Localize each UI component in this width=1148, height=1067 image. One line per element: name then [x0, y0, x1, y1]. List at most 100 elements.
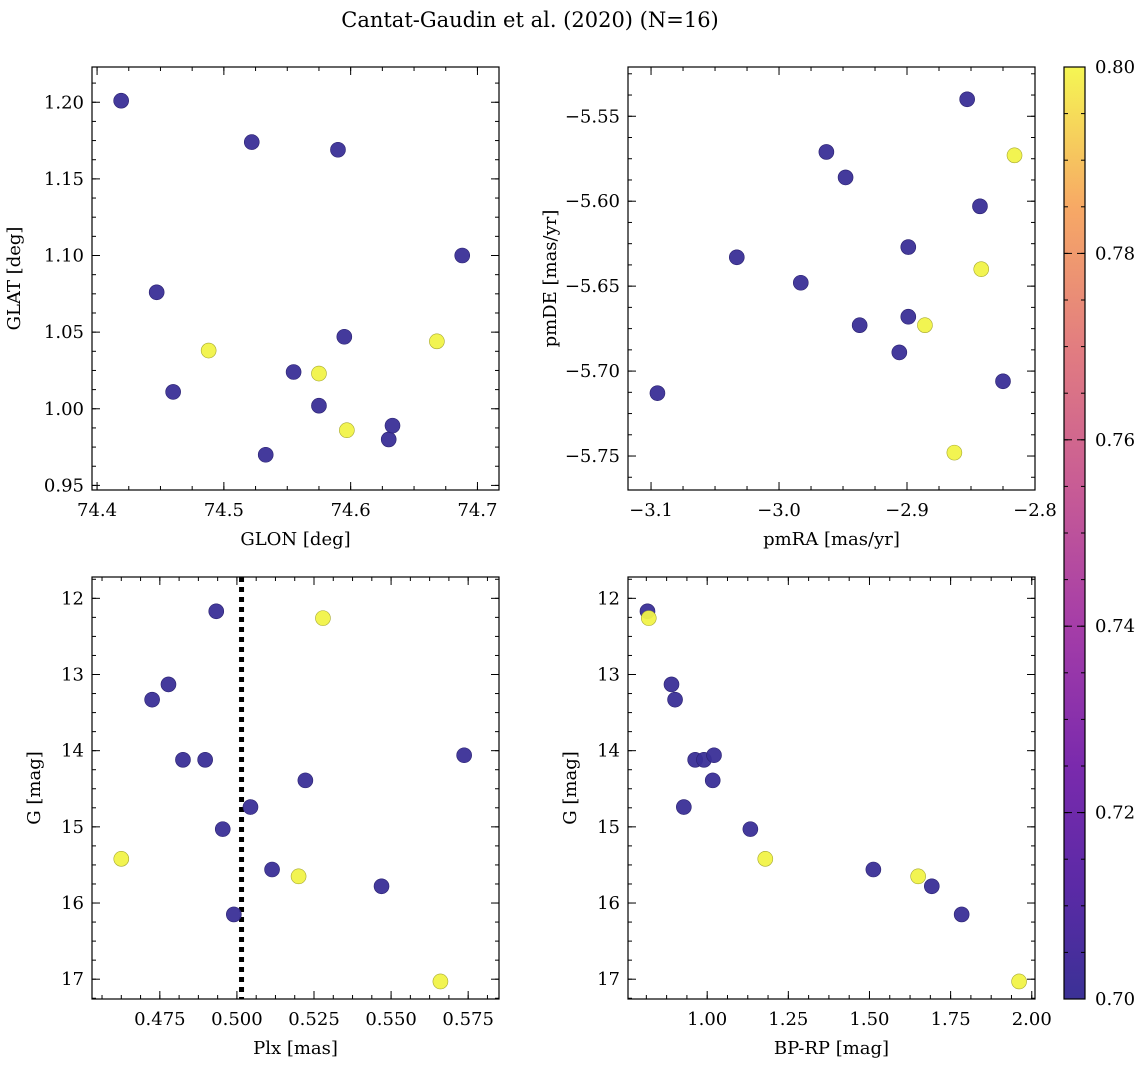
data-point — [910, 868, 926, 885]
data-point — [290, 868, 307, 885]
y-tick-label: 14 — [597, 741, 620, 762]
data-point — [243, 134, 260, 150]
data-point — [214, 821, 231, 837]
data-point — [200, 342, 217, 359]
data-point — [851, 317, 868, 334]
data-point — [226, 906, 242, 923]
data-point — [113, 92, 129, 109]
data-point — [1011, 973, 1027, 990]
data-point — [456, 747, 472, 764]
data-point — [113, 851, 130, 867]
y-tick-label: 1.00 — [44, 399, 84, 420]
data-point — [917, 317, 933, 334]
y-tick-label: 15 — [597, 817, 620, 838]
y-tick-label: −5.55 — [565, 106, 620, 127]
y-tick-label: 1.15 — [44, 169, 84, 190]
y-tick-label: 13 — [597, 665, 620, 686]
x-tick-label: −3.1 — [629, 500, 673, 521]
data-point — [742, 821, 759, 837]
y-tick-label: 17 — [61, 969, 84, 990]
x-tick-label: 74.7 — [457, 500, 497, 521]
y-tick-label: 13 — [61, 665, 84, 686]
data-point — [900, 308, 917, 325]
panel-cmd: 1.00 1.25 1.50 1.75 2.00 12 13 14 15 16 17 BP-RP [m… — [560, 576, 1052, 1059]
y-tick-label: 1.05 — [44, 322, 84, 343]
data-point — [429, 333, 445, 350]
data-point — [197, 752, 213, 768]
x-tick-label: 0.575 — [442, 1009, 494, 1030]
y-tick-label: 15 — [61, 817, 84, 838]
x-tick-label: 74.4 — [77, 500, 117, 521]
data-point — [676, 799, 692, 815]
x-tick-label: 0.500 — [211, 1009, 263, 1030]
colorbar-tick-label: 0.72 — [1095, 803, 1135, 824]
y-tick-label: −5.70 — [565, 361, 620, 382]
y-tick-label: 1.10 — [44, 246, 84, 267]
y-tick-label: 12 — [61, 588, 84, 609]
plot-frame — [91, 66, 500, 491]
data-point — [454, 247, 471, 264]
x-axis-label: GLON [deg] — [240, 529, 350, 550]
x-axis-label: pmRA [mas/yr] — [763, 529, 900, 550]
data-point — [148, 284, 165, 301]
y-tick-label: 16 — [597, 893, 620, 914]
data-point — [667, 691, 683, 708]
data-point — [818, 144, 835, 160]
x-tick-label: −3.0 — [757, 500, 801, 521]
y-tick-label: 0.95 — [44, 475, 84, 496]
data-point — [891, 344, 908, 361]
data-point — [900, 239, 917, 255]
data-point — [973, 261, 990, 277]
y-tick-label: −5.65 — [565, 276, 620, 297]
plot-frame — [91, 576, 500, 1000]
data-point — [704, 772, 721, 789]
colorbar-tick-label: 0.78 — [1095, 243, 1135, 264]
data-point — [923, 878, 940, 895]
figure-title: Cantat-Gaudin et al. (2020) (N=16) — [341, 8, 719, 32]
x-axis-label: BP-RP [mag] — [774, 1038, 889, 1059]
data-point — [242, 799, 259, 815]
data-point — [728, 249, 745, 266]
y-tick-label: 12 — [597, 588, 620, 609]
x-tick-label: 1.25 — [768, 1009, 808, 1030]
y-axis-label: pmDE [mas/yr] — [540, 210, 561, 348]
data-point — [208, 603, 225, 620]
data-point — [837, 169, 854, 186]
data-point — [380, 431, 397, 448]
data-point — [757, 851, 774, 867]
colorbar-tick-label: 0.80 — [1095, 57, 1135, 78]
data-point — [432, 973, 449, 990]
data-point — [175, 752, 191, 768]
data-point — [336, 328, 353, 345]
colorbar-frame — [1063, 66, 1086, 1000]
data-point — [649, 385, 666, 401]
colorbar-tick-label: 0.74 — [1095, 616, 1135, 637]
data-point — [144, 691, 160, 708]
x-tick-label: 1.00 — [687, 1009, 727, 1030]
data-point — [285, 364, 302, 380]
x-tick-label: −2.9 — [885, 500, 929, 521]
x-tick-label: −2.8 — [1013, 500, 1057, 521]
data-point — [663, 676, 680, 693]
plot-frame — [627, 576, 1036, 1000]
data-point — [315, 610, 331, 626]
data-point — [384, 417, 401, 434]
x-tick-label: 0.475 — [134, 1009, 186, 1030]
data-point — [311, 365, 327, 382]
data-point — [946, 444, 963, 461]
x-tick-label: 1.75 — [931, 1009, 971, 1030]
colorbar-gradient — [1064, 67, 1085, 999]
data-point — [959, 91, 975, 108]
colorbar-tick-label: 0.76 — [1095, 430, 1135, 451]
data-point — [165, 384, 181, 400]
data-point — [953, 906, 970, 923]
data-point — [640, 610, 657, 626]
data-point — [1006, 147, 1023, 164]
x-tick-label: 74.5 — [204, 500, 244, 521]
y-tick-label: −5.75 — [565, 446, 620, 467]
y-tick-label: 1.20 — [44, 92, 84, 113]
data-point — [297, 772, 314, 789]
subplot-grid: 74.4 74.5 74.6 74.7 0.95 1.00 1.05 1.10 1.15 1.20… — [4, 66, 1057, 1059]
data-point — [373, 878, 390, 895]
